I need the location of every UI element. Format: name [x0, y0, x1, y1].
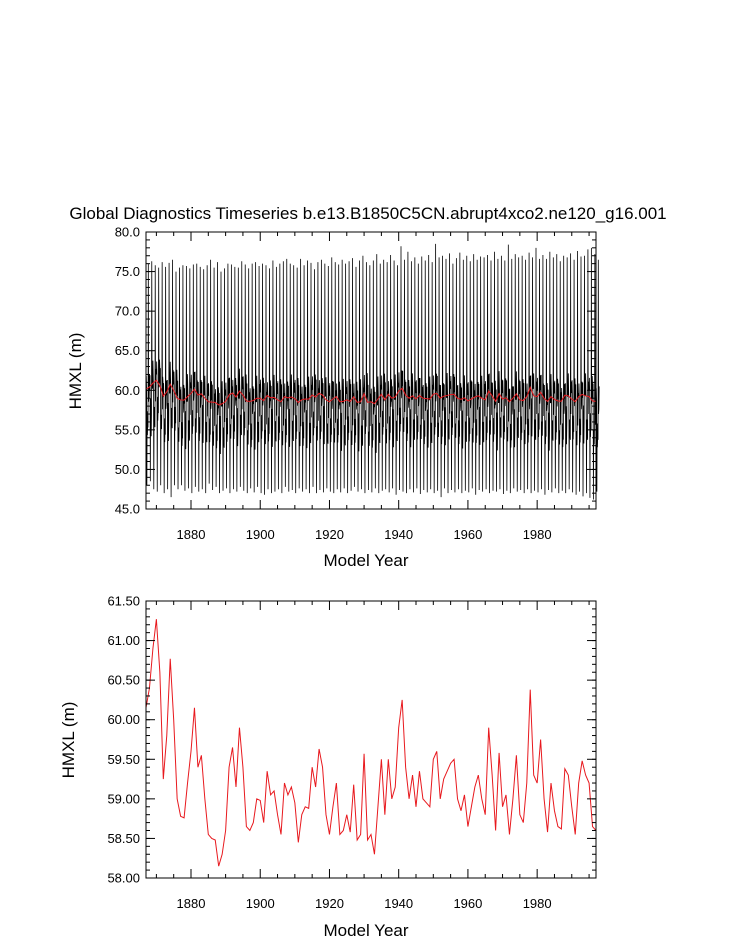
bottom-x-axis-title: Model Year — [323, 921, 408, 940]
x-tick-label: 1880 — [177, 896, 206, 911]
top-plot-frame — [145, 231, 597, 510]
annual-series-red — [145, 379, 597, 406]
y-tick-label: 59.50 — [107, 752, 140, 767]
annual-series-red-zoom — [145, 619, 597, 867]
annual-mean-line — [145, 379, 597, 406]
y-tick-label: 80.0 — [115, 225, 140, 240]
y-tick-label: 60.00 — [107, 712, 140, 727]
bottom-plot-panel: 58.00 58.50 59.00 59.50 60.00 60.50 61.00 61.50… — [59, 594, 597, 940]
x-tick-label: 1920 — [315, 527, 344, 542]
x-tick-label: 1940 — [384, 896, 413, 911]
x-tick-label: 1900 — [246, 527, 275, 542]
bottom-plot-frame — [145, 600, 597, 879]
annual-mean-line — [145, 619, 597, 867]
y-tick-label: 60.0 — [115, 383, 140, 398]
y-tick-label: 58.00 — [107, 871, 140, 886]
x-tick-label: 1980 — [523, 896, 552, 911]
y-tick-label: 75.0 — [115, 264, 140, 279]
top-y-axis-title: HMXL (m) — [66, 333, 85, 410]
x-tick-label: 1960 — [453, 527, 482, 542]
y-tick-label: 50.0 — [115, 462, 140, 477]
x-tick-label: 1900 — [246, 896, 275, 911]
top-y-axis: 45.0 50.0 55.0 60.0 65.0 70.0 75.0 80.0 — [115, 225, 596, 517]
y-tick-label: 60.50 — [107, 673, 140, 688]
top-x-axis-title: Model Year — [323, 551, 408, 570]
bottom-y-axis-title: HMXL (m) — [59, 702, 78, 779]
x-tick-label: 1920 — [315, 896, 344, 911]
top-x-axis: 1880 1900 1920 1940 1960 1980 — [155, 232, 590, 542]
top-plot-panel: 45.0 50.0 55.0 60.0 65.0 70.0 75.0 80.0 1880 190… — [66, 225, 600, 570]
monthly-series-black — [145, 243, 600, 500]
y-tick-label: 59.00 — [107, 791, 140, 806]
bottom-x-axis: 1880 1900 1920 1940 1960 1980 — [155, 601, 590, 911]
y-tick-label: 70.0 — [115, 304, 140, 319]
y-tick-label: 65.0 — [115, 343, 140, 358]
chart-title: Global Diagnostics Timeseries b.e13.B185… — [69, 204, 666, 223]
y-tick-label: 45.0 — [115, 502, 140, 517]
y-tick-label: 55.0 — [115, 422, 140, 437]
y-tick-label: 58.50 — [107, 831, 140, 846]
x-tick-label: 1980 — [523, 527, 552, 542]
x-tick-label: 1960 — [453, 896, 482, 911]
y-tick-label: 61.00 — [107, 633, 140, 648]
x-tick-label: 1880 — [177, 527, 206, 542]
x-tick-label: 1940 — [384, 527, 413, 542]
monthly-series-line — [145, 243, 600, 500]
y-tick-label: 61.50 — [107, 594, 140, 609]
bottom-y-axis: 58.00 58.50 59.00 59.50 60.00 60.50 61.00 61.50 — [107, 594, 596, 886]
